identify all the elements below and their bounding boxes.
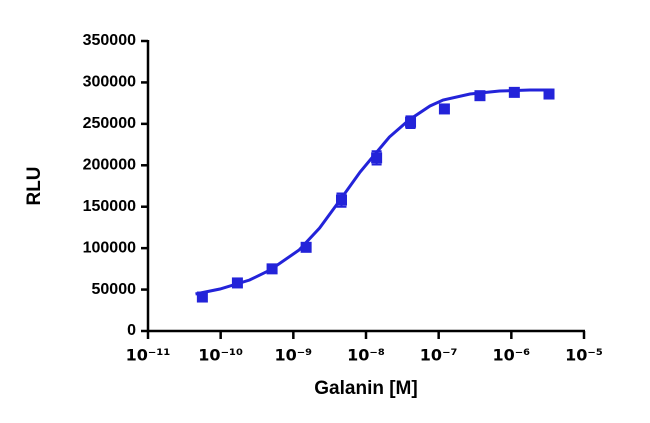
y-tick-label: 300000 (83, 74, 136, 91)
data-point (438, 103, 450, 115)
x-tick-label: 10⁻⁶ (492, 346, 530, 365)
data-point (196, 291, 208, 303)
data-point (371, 152, 383, 164)
data-point (335, 194, 347, 206)
y-tick-label: 200000 (83, 157, 136, 174)
x-tick-label: 10⁻⁵ (565, 346, 603, 365)
data-point (231, 277, 243, 289)
data-point (474, 90, 486, 102)
y-axis-title: RLU (24, 166, 45, 205)
x-tick-label: 10⁻¹¹ (126, 346, 171, 365)
y-tick-label: 250000 (83, 115, 136, 132)
fit-curve (195, 88, 553, 296)
x-tick-label: 10⁻⁹ (274, 346, 312, 365)
x-tick-label: 10⁻¹⁰ (198, 346, 243, 365)
y-tick-label: 350000 (83, 32, 136, 49)
data-point (300, 241, 312, 253)
data-point (508, 86, 520, 98)
y-tick-label: 100000 (83, 239, 136, 256)
y-tick-label: 150000 (83, 198, 136, 215)
data-point (543, 88, 555, 100)
data-point (405, 116, 417, 128)
x-tick-label: 10⁻⁸ (347, 346, 385, 365)
x-axis-title: Galanin [M] (314, 378, 417, 399)
data-point (266, 263, 278, 275)
x-tick-label: 10⁻⁷ (420, 346, 458, 365)
y-tick-label: 0 (127, 322, 136, 339)
y-tick-label: 50000 (92, 281, 137, 298)
